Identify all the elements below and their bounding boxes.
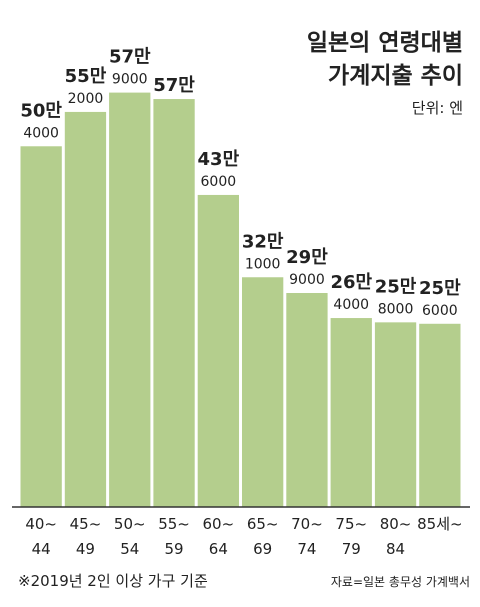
x-tick-label: 60~ 64: [203, 515, 235, 558]
bar: [374, 322, 417, 507]
chart-title: 일본의 연령대별: [307, 30, 463, 56]
value-label: 29만 9000: [286, 247, 328, 288]
bar: [64, 111, 107, 507]
bar: [286, 293, 328, 507]
value-label: 43만 6000: [198, 149, 240, 190]
value-label: 32만 1000: [242, 231, 284, 272]
source: 자료=일본 총무성 가계백서: [331, 575, 470, 589]
value-label: 57만 9000: [109, 47, 151, 88]
x-tick-label: 55~ 59: [158, 515, 190, 558]
value-label: 57만: [153, 75, 195, 96]
bar: [197, 194, 239, 507]
value-label: 55만 2000: [65, 66, 107, 107]
bar: [242, 277, 284, 507]
x-tick-label: 40~ 44: [25, 515, 57, 558]
bar: [20, 146, 62, 507]
x-tick-label: 75~ 79: [335, 515, 367, 558]
bar: [109, 92, 151, 507]
x-tick-label: 65~ 69: [247, 515, 279, 558]
x-tick-label: 80~ 84: [380, 515, 412, 558]
unit-label: 단위: 엔: [412, 99, 463, 117]
value-label: 50만 4000: [20, 100, 62, 141]
value-label: 25만 8000: [375, 276, 417, 317]
bar: [419, 323, 461, 507]
chart-title: 가계지출 추이: [328, 63, 463, 89]
bar: [153, 99, 195, 508]
x-tick-label: 50~ 54: [114, 515, 146, 558]
x-tick-label: 45~ 49: [70, 515, 102, 558]
x-tick-label: 85세~: [417, 515, 462, 533]
value-label: 26만 4000: [330, 272, 372, 313]
footnote: ※2019년 2인 이상 가구 기준: [18, 572, 208, 590]
x-tick-label: 70~ 74: [291, 515, 323, 558]
bar: [330, 318, 372, 507]
value-label: 25만 6000: [419, 278, 461, 319]
